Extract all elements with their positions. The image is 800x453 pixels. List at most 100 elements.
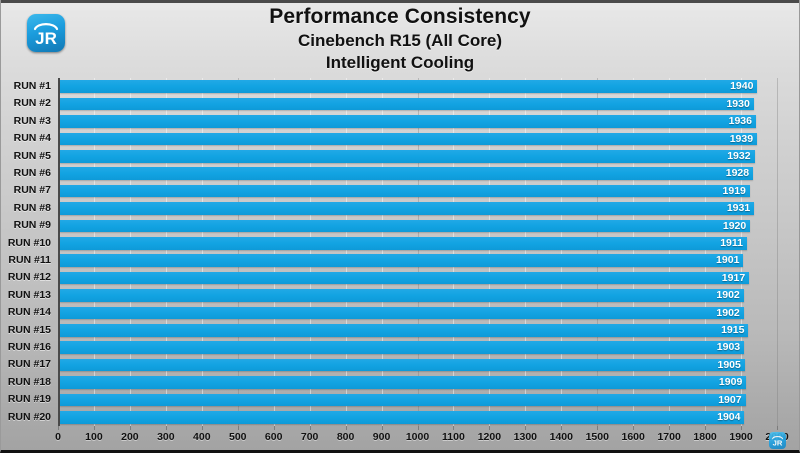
bar-value-label: 1917 (721, 271, 746, 284)
bar-row: RUN #6 1928 (1, 165, 799, 182)
x-tick-label: 1800 (693, 431, 717, 443)
bar: 1911 (60, 236, 747, 250)
bar-value-label: 1903 (716, 341, 741, 354)
category-label: RUN #20 (7, 410, 51, 423)
bar-row: RUN #16 1903 (1, 339, 799, 356)
bar-row: RUN #19 1907 (1, 391, 799, 408)
x-tick-label: 1900 (729, 431, 753, 443)
gridline (741, 78, 743, 426)
bar: 1902 (60, 289, 744, 302)
x-tick-label: 800 (336, 431, 355, 443)
x-tick-mark (417, 426, 419, 430)
bar-value-label: 1940 (730, 80, 754, 93)
x-tick-label: 700 (300, 431, 319, 443)
bar: 1928 (60, 167, 754, 180)
plot-area: RUN #1 1940 RUN #2 1930 RUN #3 1936 RUN #4 1939… (1, 78, 799, 450)
bar-series: RUN #1 1940 RUN #2 1930 RUN #3 1936 RUN #4 1939… (1, 78, 799, 426)
bar: 1902 (60, 306, 744, 320)
bar: 1930 (60, 97, 754, 111)
bar-row: RUN #12 1917 (1, 269, 799, 286)
bar-value-label: 1901 (716, 254, 740, 267)
bar-row: RUN #1 1940 (1, 78, 799, 95)
x-tick-label: 400 (193, 431, 211, 443)
x-tick-mark (741, 426, 743, 430)
bar-value-label: 1904 (717, 410, 741, 423)
bar-row: RUN #10 1911 (1, 235, 799, 252)
category-label: RUN #1 (13, 80, 51, 92)
category-label: RUN #18 (7, 375, 51, 388)
x-tick-mark (309, 426, 311, 430)
bar-row: RUN #3 1936 (1, 113, 799, 130)
x-tick-mark (561, 426, 563, 430)
bar: 1903 (60, 341, 745, 354)
jr-watermark-icon: JR (769, 432, 786, 449)
x-tick-mark (777, 426, 778, 430)
x-tick-mark (58, 426, 59, 430)
svg-text:JR: JR (35, 29, 57, 48)
gridline (165, 78, 167, 426)
x-tick-label: 1400 (549, 431, 573, 443)
jr-logo: JR (27, 14, 65, 52)
gridline (705, 78, 707, 426)
gridline (597, 78, 599, 426)
gridline (633, 78, 635, 426)
bar: 1917 (60, 271, 750, 285)
gridline (669, 78, 671, 426)
x-tick-mark (165, 426, 167, 430)
bar-value-label: 1902 (716, 306, 740, 319)
gridline (561, 78, 563, 426)
x-tick-label: 900 (372, 431, 391, 443)
chart-subtitle-2: Intelligent Cooling (325, 53, 475, 72)
gridline (129, 78, 131, 426)
gridline (345, 78, 347, 426)
x-tick-label: 1200 (477, 431, 502, 443)
bar-value-label: 1909 (718, 376, 743, 389)
bar-value-label: 1915 (721, 323, 745, 336)
category-label: RUN #13 (7, 288, 51, 301)
gridline (273, 78, 275, 426)
gridline (381, 78, 383, 426)
x-tick-label: 1500 (585, 431, 609, 443)
bar-value-label: 1931 (726, 202, 751, 215)
category-label: RUN #3 (13, 114, 51, 127)
bar-value-label: 1939 (729, 132, 754, 145)
x-tick-mark (453, 426, 455, 430)
bar-value-label: 1928 (725, 167, 750, 180)
bar: 1909 (60, 376, 747, 389)
x-tick-mark (597, 426, 599, 430)
gridline (309, 78, 311, 426)
category-label: RUN #16 (7, 341, 51, 353)
bar: 1915 (60, 323, 749, 337)
x-tick-label: 600 (264, 431, 283, 443)
y-axis-line (58, 78, 60, 426)
bar-row: RUN #2 1930 (1, 95, 799, 112)
x-tick-label: 300 (157, 431, 175, 443)
category-label: RUN #14 (7, 306, 51, 319)
bar-row: RUN #18 1909 (1, 374, 799, 391)
bar-value-label: 1911 (720, 236, 743, 249)
x-tick-mark (345, 426, 347, 430)
chart-title: Performance Consistency (269, 5, 531, 28)
bar-value-label: 1930 (726, 97, 750, 110)
x-tick-label: 200 (121, 431, 139, 443)
category-label: RUN #12 (7, 271, 51, 284)
bar: 1904 (60, 410, 745, 424)
chart-titles: Performance Consistency Cinebench R15 (A… (1, 4, 799, 74)
bar-row: RUN #14 1902 (1, 304, 799, 321)
bar-value-label: 1936 (728, 115, 752, 128)
bar-row: RUN #11 1901 (1, 252, 799, 269)
bar-value-label: 1932 (727, 149, 751, 162)
x-tick-label: 1700 (657, 431, 681, 443)
gridline (93, 78, 95, 426)
category-label: RUN #15 (7, 323, 51, 336)
bar-value-label: 1902 (716, 289, 740, 302)
bar-value-label: 1919 (722, 184, 746, 197)
gridline (777, 78, 778, 426)
bar: 1932 (60, 149, 755, 163)
gridline (417, 78, 419, 426)
chart-subtitle: Cinebench R15 (All Core) (297, 31, 503, 50)
gridline (237, 78, 239, 426)
category-label: RUN #8 (13, 201, 51, 214)
bar: 1920 (60, 219, 751, 233)
category-label: RUN #19 (7, 393, 51, 406)
